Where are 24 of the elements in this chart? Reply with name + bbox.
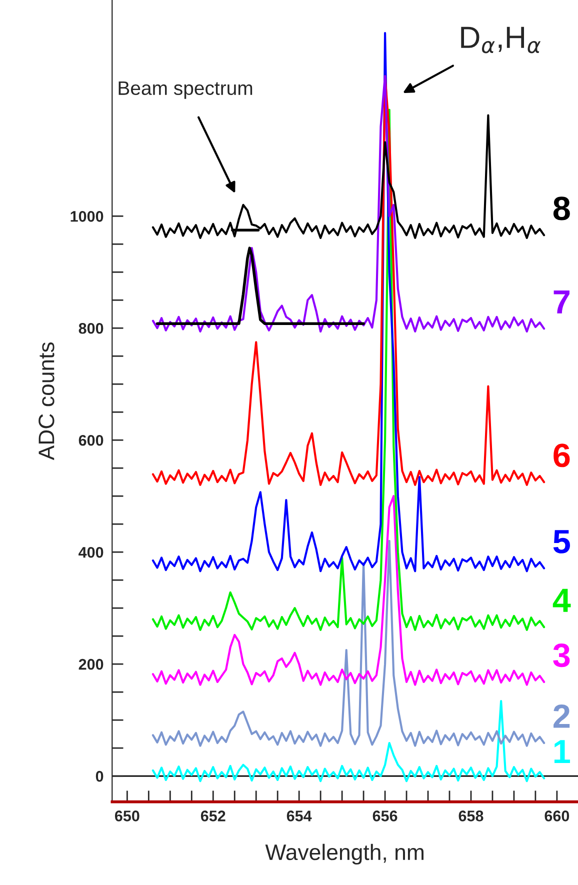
- x-tick-label: 652: [200, 810, 226, 822]
- series-label: 3: [553, 643, 570, 668]
- series-label: 4: [552, 588, 571, 612]
- annotation: D$_{α}$,H$_{α}$: [461, 26, 541, 54]
- x-tick-label: 650: [114, 810, 140, 822]
- x-tick-label: 656: [372, 810, 398, 822]
- y-tick-label: 600: [78, 434, 104, 446]
- series-label: 6: [554, 444, 570, 468]
- annotation: Beam spectrum: [118, 81, 252, 99]
- y-tick-label: 800: [78, 322, 104, 334]
- y-tick-label: 0: [96, 770, 104, 782]
- series-label: 2: [554, 704, 570, 728]
- y-tick-label: 400: [78, 546, 104, 558]
- x-axis-title: Wavelength, nm: [265, 844, 424, 865]
- series-label: 1: [554, 740, 570, 764]
- y-axis-title: ADC counts: [38, 342, 54, 460]
- series-label: 5: [553, 530, 570, 554]
- series-label: 7: [554, 290, 570, 314]
- series-label: 8: [553, 196, 570, 220]
- x-tick-label: 654: [286, 810, 312, 822]
- x-tick-label: 658: [458, 810, 484, 822]
- y-tick-label: 200: [78, 658, 104, 670]
- y-tick-label: 1000: [70, 211, 104, 222]
- x-tick-label: 660: [544, 810, 570, 822]
